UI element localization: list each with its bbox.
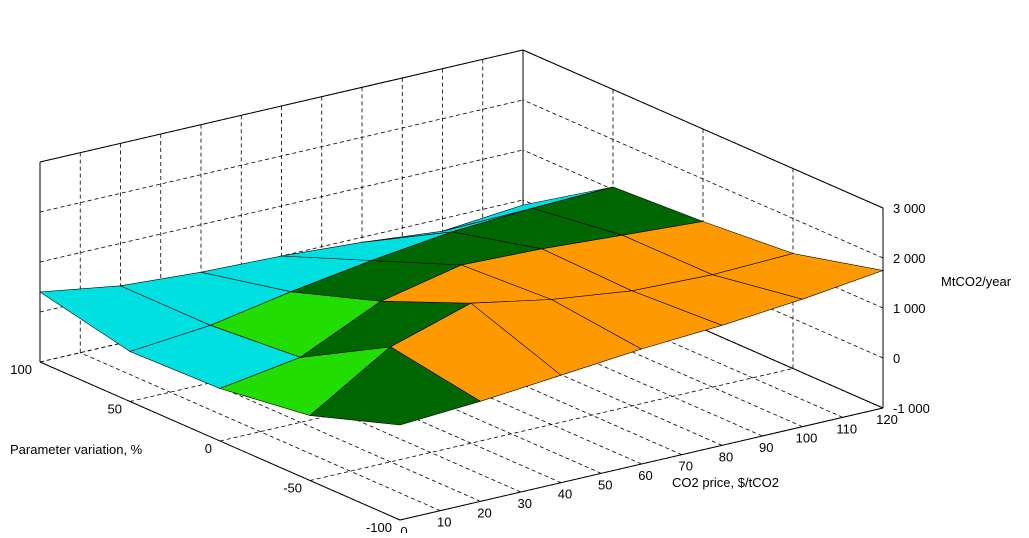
x-tick-label: 30 — [518, 496, 532, 511]
surface-layer — [39, 186, 885, 426]
x-tick-label: 80 — [719, 449, 733, 464]
box-edge — [39, 49, 524, 163]
y-axis-title: Parameter variation, % — [10, 442, 143, 457]
y-tick-label: 50 — [108, 402, 122, 417]
z-tick-label: 2 000 — [893, 251, 926, 266]
surface-patch — [711, 253, 885, 300]
y-tick-label: -100 — [366, 520, 392, 533]
x-tick-label: 120 — [876, 412, 898, 427]
back-wall-grid-line — [39, 149, 524, 263]
y-tick-label: 0 — [205, 441, 212, 456]
y-tick-label: 100 — [10, 362, 32, 377]
x-tick-label: 40 — [558, 487, 572, 502]
x-tick-label: 50 — [598, 477, 612, 492]
x-tick-label: 100 — [796, 431, 818, 446]
z-tick-label: 3 000 — [893, 201, 926, 216]
z-tick-label: -1 000 — [893, 401, 930, 416]
x-tick-label: 60 — [638, 468, 652, 483]
side-wall-grid-line — [522, 99, 884, 259]
x-tick-label: 70 — [679, 459, 693, 474]
box-edge — [399, 407, 884, 521]
x-axis-title: CO2 price, $/tCO2 — [672, 475, 779, 490]
floor-grid-line — [309, 368, 794, 481]
x-tick-label: 10 — [437, 515, 451, 530]
floor-grid-line — [80, 352, 441, 512]
z-tick-label: 0 — [893, 351, 900, 366]
box-edge — [39, 361, 401, 521]
x-tick-label: 20 — [477, 505, 491, 520]
x-tick-label: 90 — [759, 440, 773, 455]
y-tick-label: -50 — [283, 481, 302, 496]
floor-grid-line — [120, 342, 481, 502]
back-wall-grid-line — [39, 99, 524, 213]
x-tick-label: 0 — [400, 524, 407, 533]
box-edge — [522, 49, 884, 209]
tick-layer: 0 10 20 30 40 50 60 70 80 90 100 110 120 -100 -50 0 50 10… — [10, 201, 930, 538]
z-axis-title: MtCO2/year — [941, 274, 1012, 289]
x-tick-label: 110 — [836, 421, 857, 436]
z-tick-label: 1 000 — [893, 301, 926, 316]
